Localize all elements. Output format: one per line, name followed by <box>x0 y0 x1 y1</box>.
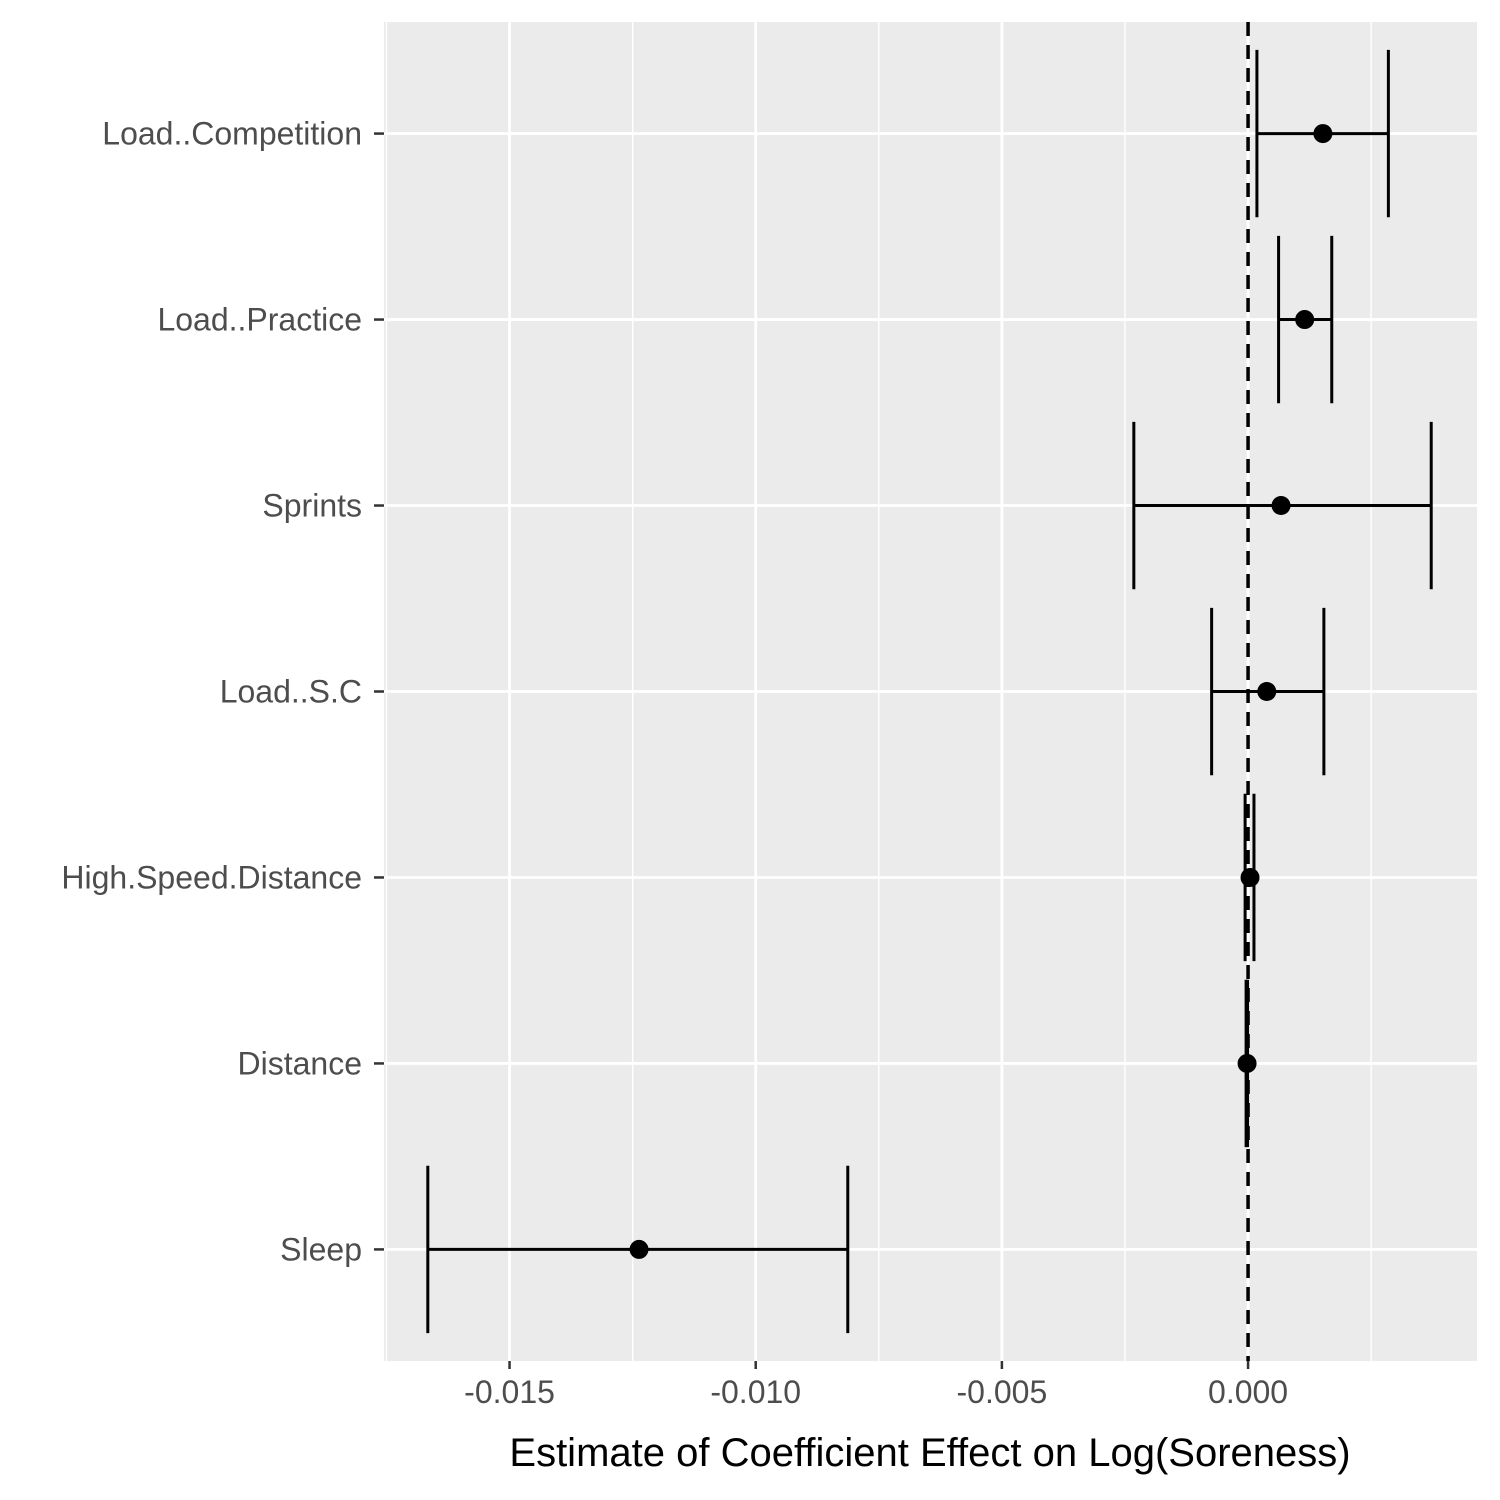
estimate-point <box>1237 1053 1257 1073</box>
y-tick-label: Load..Competition <box>102 116 362 152</box>
y-tick-label: Load..S.C <box>220 674 362 710</box>
x-tick-label: -0.010 <box>710 1374 801 1410</box>
y-tick-label: High.Speed.Distance <box>61 859 362 895</box>
estimate-point <box>1240 867 1260 887</box>
coefficient-marks <box>426 49 1433 1334</box>
y-tick-label: Sprints <box>262 488 362 524</box>
x-tick-label: 0.000 <box>1208 1374 1288 1410</box>
y-tick-label: Sleep <box>280 1231 362 1267</box>
y-tick-label: Load..Practice <box>157 302 362 338</box>
estimate-point <box>1257 682 1277 701</box>
y-axis: Load..Competition Load..Practice Sprints Lo… <box>61 116 384 1267</box>
estimate-point <box>1271 496 1291 516</box>
x-axis-title: Estimate of Coefficient Effect on Log(So… <box>509 1431 1350 1475</box>
x-tick-label: -0.005 <box>957 1374 1048 1410</box>
x-axis: -0.015 -0.010 -0.005 0.000 <box>464 1361 1288 1410</box>
estimate-point <box>1313 124 1333 144</box>
x-tick-label: -0.015 <box>464 1374 555 1410</box>
estimate-point <box>1295 310 1315 330</box>
y-tick-label: Distance <box>238 1045 363 1081</box>
estimate-point <box>629 1239 649 1259</box>
